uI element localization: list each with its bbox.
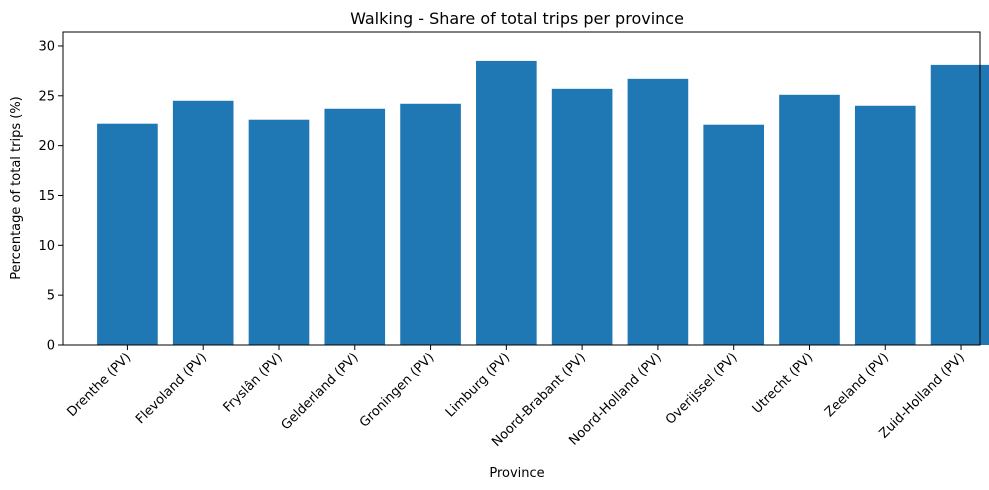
y-axis-label: Percentage of total trips (%)	[9, 96, 24, 280]
bar	[703, 124, 765, 345]
x-tick-label: Groningen (PV)	[357, 350, 437, 430]
x-tick-label: Fryslân (PV)	[221, 350, 286, 415]
y-tick-label: 5	[47, 289, 55, 304]
bar	[930, 64, 989, 346]
bars-group	[97, 60, 989, 346]
x-axis: Drenthe (PV)Flevoland (PV) Fryslân (PV)Ge…	[64, 345, 968, 450]
x-tick-label: Flevoland (PV)	[133, 350, 210, 427]
bar	[248, 119, 310, 345]
y-tick-label: 20	[38, 139, 55, 154]
y-tick-label: 30	[38, 39, 55, 54]
x-tick-label: Zeeland (PV)	[822, 350, 892, 420]
bar	[324, 108, 386, 345]
x-tick-label: Zuid-Holland (PV)	[877, 350, 968, 441]
x-tick-label: Limburg (PV)	[443, 350, 513, 420]
bar	[779, 94, 840, 345]
plot-frame	[62, 31, 981, 346]
y-tick-label: 15	[38, 189, 55, 204]
x-tick-label: Utrecht (PV)	[750, 350, 817, 417]
bar	[551, 88, 613, 345]
chart-title: Walking - Share of total trips per provi…	[350, 9, 684, 28]
y-tick-label: 25	[38, 89, 55, 104]
y-tick-label: 10	[38, 239, 55, 254]
bar	[97, 123, 158, 346]
x-axis-label: Province	[489, 466, 544, 481]
y-axis: 0 5 10 15 20 25 30	[38, 39, 63, 354]
bar	[854, 105, 916, 345]
bar	[627, 78, 689, 346]
bar	[400, 103, 461, 346]
y-tick-label: 0	[47, 339, 55, 354]
x-tick-label: Gelderland (PV)	[279, 350, 362, 433]
bar	[172, 100, 234, 345]
x-tick-label: Overijssel (PV)	[663, 350, 741, 428]
bar	[476, 60, 537, 345]
x-tick-label: Drenthe (PV)	[64, 350, 134, 420]
